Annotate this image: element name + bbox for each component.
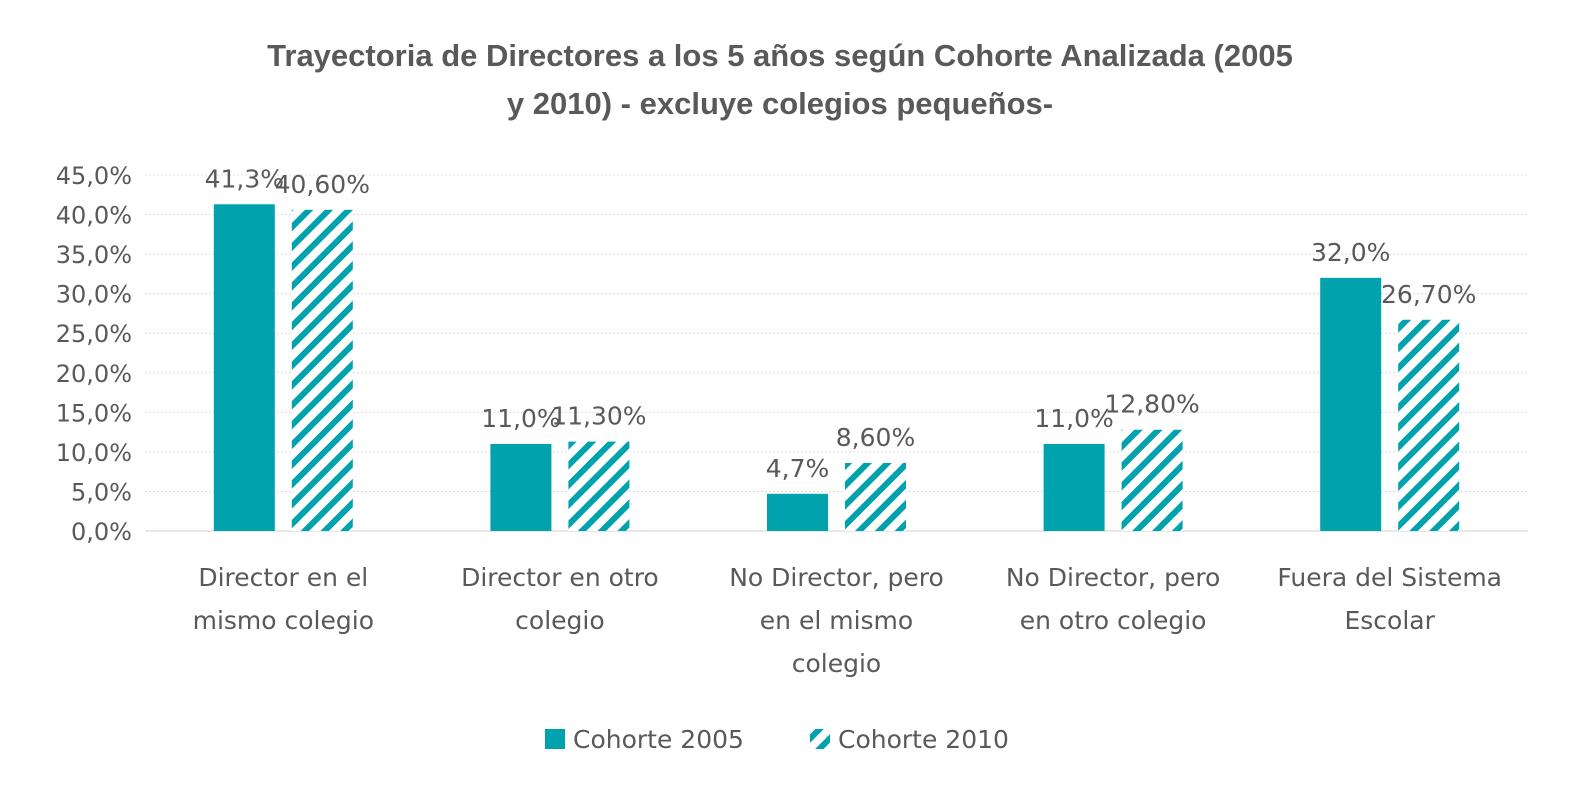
bar-cohorte-2005 xyxy=(213,204,275,531)
data-label: 12,80% xyxy=(1104,390,1199,419)
x-category-label: No Director, pero xyxy=(729,563,944,592)
data-label: 4,7% xyxy=(766,454,830,483)
data-label: 8,60% xyxy=(836,423,915,452)
y-tick-label: 15,0% xyxy=(56,399,132,427)
y-tick-label: 25,0% xyxy=(56,320,132,348)
x-category-label: colegio xyxy=(792,649,881,678)
bar-cohorte-2005 xyxy=(767,493,828,531)
y-tick-label: 10,0% xyxy=(56,439,132,467)
y-tick-label: 30,0% xyxy=(56,281,132,309)
bar-cohorte-2005 xyxy=(490,443,552,531)
chart-title-line-2: y 2010) - excluye colegios pequeños- xyxy=(507,86,1053,121)
bar-cohorte-2010 xyxy=(845,462,906,531)
bar-cohorte-2010 xyxy=(1121,429,1183,531)
y-tick-label: 5,0% xyxy=(71,478,132,506)
y-tick-label: 0,0% xyxy=(71,518,132,546)
data-label: 11,0% xyxy=(1034,404,1113,433)
data-label: 40,60% xyxy=(275,170,370,199)
legend-label: Cohorte 2010 xyxy=(838,725,1009,754)
y-tick-label: 20,0% xyxy=(56,360,132,388)
legend-swatch xyxy=(810,729,830,749)
x-category-label: Director en otro xyxy=(461,563,659,592)
data-label: 32,0% xyxy=(1311,238,1390,267)
legend-swatch xyxy=(545,729,565,749)
x-category-label: en otro colegio xyxy=(1020,606,1207,635)
data-label: 11,0% xyxy=(481,404,560,433)
bar-cohorte-2010 xyxy=(1398,319,1460,531)
chart-title-line-1: Trayectoria de Directores a los 5 años s… xyxy=(267,38,1293,73)
data-label: 11,30% xyxy=(551,402,646,431)
data-label: 26,70% xyxy=(1381,280,1476,309)
y-tick-label: 35,0% xyxy=(56,241,132,269)
x-category-label: en el mismo xyxy=(760,606,913,635)
x-category-label: Director en el xyxy=(198,563,368,592)
x-category-label: Fuera del Sistema xyxy=(1277,563,1502,592)
x-category-label: colegio xyxy=(515,606,604,635)
data-label: 41,3% xyxy=(205,164,284,193)
y-tick-label: 45,0% xyxy=(56,162,132,190)
bar-cohorte-2010 xyxy=(568,441,630,531)
bar-cohorte-2005 xyxy=(1320,277,1382,531)
legend-label: Cohorte 2005 xyxy=(573,725,744,754)
x-category-label: No Director, pero xyxy=(1006,563,1221,592)
x-category-label: mismo colegio xyxy=(193,606,374,635)
y-tick-label: 40,0% xyxy=(56,202,132,230)
bar-cohorte-2005 xyxy=(1043,443,1105,531)
x-category-label: Escolar xyxy=(1344,606,1435,635)
bar-cohorte-2010 xyxy=(291,209,353,531)
